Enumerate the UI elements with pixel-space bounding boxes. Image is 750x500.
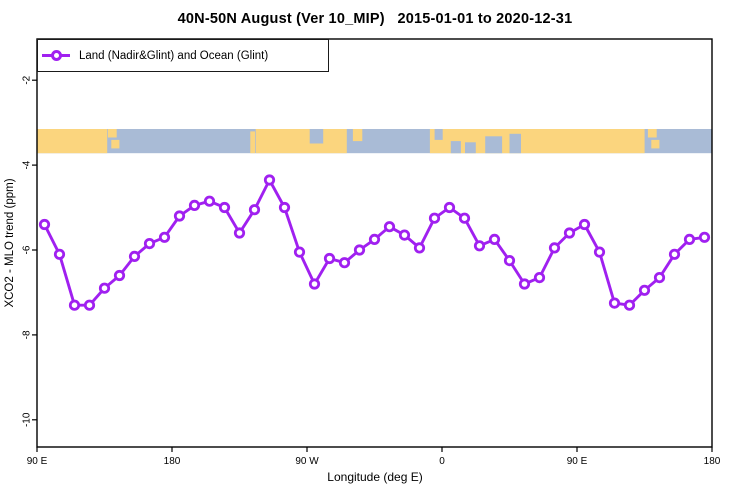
legend-marker-icon [42, 50, 70, 61]
svg-text:-8: -8 [22, 330, 33, 339]
svg-text:-2: -2 [22, 75, 33, 84]
svg-text:180: 180 [164, 456, 181, 467]
svg-text:90 E: 90 E [27, 456, 48, 467]
svg-text:-10: -10 [22, 412, 33, 427]
x-axis-label: Longitude (deg E) [327, 470, 423, 484]
legend-box: Land (Nadir&Glint) and Ocean (Glint) [37, 39, 329, 72]
svg-text:-6: -6 [22, 245, 33, 254]
svg-text:0: 0 [439, 456, 445, 467]
svg-text:90 E: 90 E [567, 456, 588, 467]
svg-text:180: 180 [704, 456, 721, 467]
legend-label: Land (Nadir&Glint) and Ocean (Glint) [79, 49, 269, 62]
chart-title: 40N-50N August (Ver 10_MIP) 2015-01-01 t… [177, 11, 573, 27]
svg-text:90 W: 90 W [295, 456, 319, 467]
svg-text:-4: -4 [22, 160, 33, 169]
